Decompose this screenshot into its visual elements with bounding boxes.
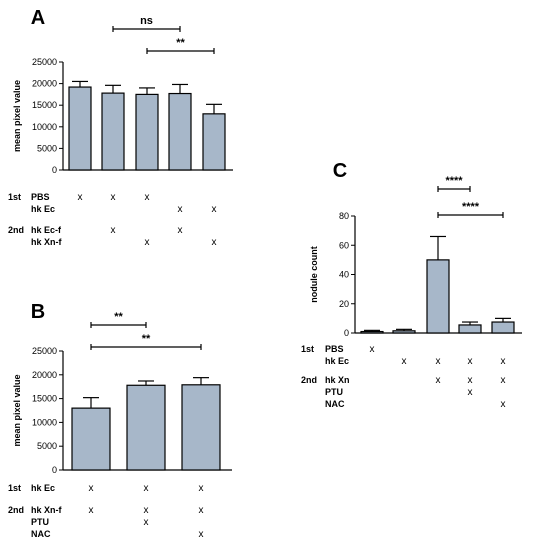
condition-name: hk Xn-f xyxy=(31,505,63,515)
condition-mark: x xyxy=(501,375,506,386)
significance-label: **** xyxy=(462,201,480,213)
condition-group-label: 2nd xyxy=(8,225,24,235)
significance-label: ** xyxy=(176,37,185,49)
bar xyxy=(135,93,159,171)
condition-name: hk Ec xyxy=(325,356,349,366)
condition-name: PBS xyxy=(31,192,50,202)
y-tick-label: 20000 xyxy=(32,370,57,380)
condition-name: PBS xyxy=(325,344,344,354)
panel-label: B xyxy=(31,301,45,323)
condition-mark: x xyxy=(89,483,94,494)
condition-group-label: 1st xyxy=(301,344,314,354)
significance-label: ** xyxy=(142,333,151,345)
condition-name: PTU xyxy=(31,517,49,527)
y-tick-label: 10000 xyxy=(32,122,57,132)
y-tick-label: 40 xyxy=(339,270,349,280)
condition-mark: x xyxy=(468,387,473,398)
y-tick-label: 0 xyxy=(52,465,57,475)
condition-group-label: 2nd xyxy=(8,505,24,515)
condition-mark: x xyxy=(402,356,407,367)
condition-mark: x xyxy=(501,356,506,367)
condition-mark: x xyxy=(178,225,183,236)
y-tick-label: 20 xyxy=(339,299,349,309)
condition-mark: x xyxy=(436,375,441,386)
bar xyxy=(360,330,384,334)
y-tick-label: 25000 xyxy=(32,346,57,356)
panel-label: C xyxy=(333,160,347,182)
y-tick-label: 0 xyxy=(52,165,57,175)
condition-mark: x xyxy=(212,237,217,248)
significance-label: **** xyxy=(445,175,463,187)
panel-label: A xyxy=(31,7,45,29)
condition-mark: x xyxy=(370,344,375,355)
condition-name: PTU xyxy=(325,387,343,397)
condition-mark: x xyxy=(199,483,204,494)
y-tick-label: 5000 xyxy=(37,441,57,451)
condition-mark: x xyxy=(436,356,441,367)
condition-name: NAC xyxy=(31,529,51,539)
y-axis-label: mean pixel value xyxy=(12,374,22,446)
bar xyxy=(101,92,125,171)
y-axis-label: nodule count xyxy=(309,246,319,303)
condition-mark: x xyxy=(78,192,83,203)
condition-mark: x xyxy=(144,483,149,494)
condition-mark: x xyxy=(468,356,473,367)
condition-name: hk Ec xyxy=(31,204,55,214)
bar xyxy=(458,324,482,334)
condition-group-label: 1st xyxy=(8,192,21,202)
bar xyxy=(202,113,226,171)
condition-mark: x xyxy=(89,505,94,516)
condition-name: hk Xn xyxy=(325,375,350,385)
bar xyxy=(426,259,450,334)
bar xyxy=(181,384,221,471)
y-tick-label: 15000 xyxy=(32,100,57,110)
y-tick-label: 25000 xyxy=(32,57,57,67)
bar xyxy=(68,86,92,171)
bar xyxy=(126,384,166,471)
y-tick-label: 10000 xyxy=(32,417,57,427)
y-tick-label: 5000 xyxy=(37,143,57,153)
y-tick-label: 0 xyxy=(344,328,349,338)
condition-mark: x xyxy=(501,399,506,410)
bar xyxy=(168,92,192,171)
condition-group-label: 2nd xyxy=(301,375,317,385)
condition-name: hk Xn-f xyxy=(31,237,63,247)
condition-mark: x xyxy=(468,375,473,386)
condition-group-label: 1st xyxy=(8,483,21,493)
bar xyxy=(491,321,515,334)
condition-mark: x xyxy=(145,237,150,248)
y-tick-label: 60 xyxy=(339,240,349,250)
y-tick-label: 80 xyxy=(339,211,349,221)
condition-mark: x xyxy=(178,204,183,215)
significance-label: ** xyxy=(114,311,123,323)
condition-mark: x xyxy=(212,204,217,215)
significance-label: ns xyxy=(140,15,153,27)
bar xyxy=(71,407,111,471)
bar xyxy=(392,330,416,334)
condition-mark: x xyxy=(111,225,116,236)
condition-mark: x xyxy=(144,505,149,516)
condition-mark: x xyxy=(199,529,204,540)
condition-name: hk Ec xyxy=(31,483,55,493)
condition-mark: x xyxy=(199,505,204,516)
y-axis-label: mean pixel value xyxy=(12,80,22,152)
condition-mark: x xyxy=(111,192,116,203)
condition-name: NAC xyxy=(325,399,345,409)
condition-mark: x xyxy=(145,192,150,203)
condition-name: hk Ec-f xyxy=(31,225,62,235)
y-tick-label: 15000 xyxy=(32,394,57,404)
condition-mark: x xyxy=(144,517,149,528)
y-tick-label: 20000 xyxy=(32,79,57,89)
